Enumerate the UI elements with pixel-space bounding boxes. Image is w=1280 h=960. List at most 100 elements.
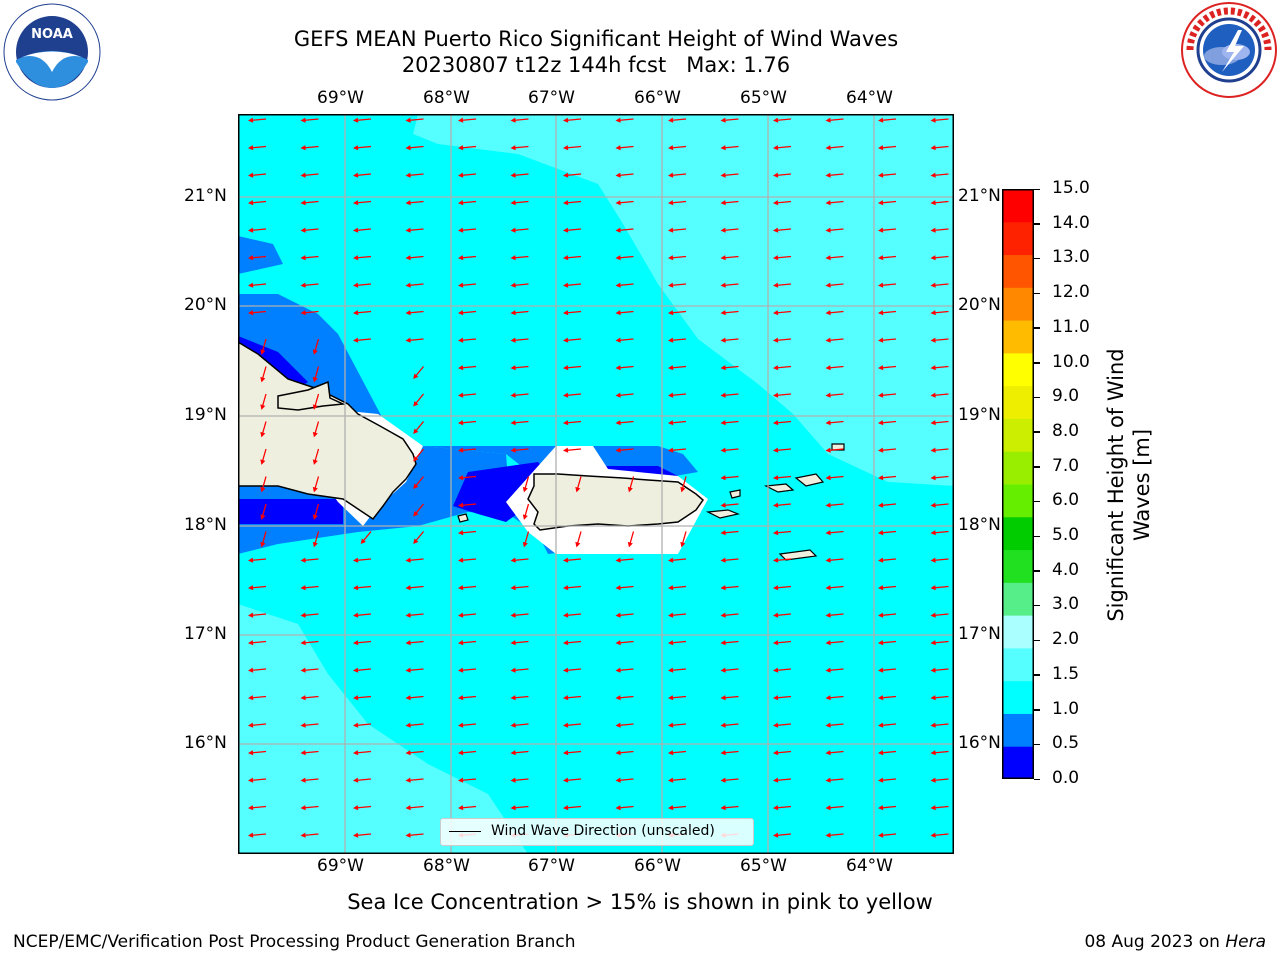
wave-arrow — [680, 531, 687, 548]
wave-arrow — [458, 200, 477, 206]
wave-arrow — [825, 585, 844, 591]
wave-arrow — [458, 117, 477, 123]
wave-arrow — [825, 447, 844, 453]
wave-arrow — [248, 612, 267, 618]
wave-arrow — [878, 200, 897, 206]
wave-arrow — [720, 392, 739, 398]
wave-arrow — [405, 255, 424, 261]
wave-arrow — [773, 777, 792, 783]
wave-arrow — [563, 640, 582, 646]
wave-arrow — [720, 337, 739, 343]
wave-arrow — [773, 750, 792, 756]
wave-arrow — [930, 255, 949, 261]
wave-arrow — [825, 475, 844, 481]
colorbar-tick-mark — [1034, 327, 1040, 329]
colorbar-tick-mark — [1034, 743, 1040, 746]
wave-arrow — [510, 310, 529, 316]
wave-arrow — [773, 392, 792, 398]
wave-arrow — [878, 310, 897, 316]
wave-arrow — [405, 777, 424, 783]
wave-arrow — [720, 227, 739, 233]
wave-arrow — [878, 447, 897, 453]
wave-arrow — [720, 310, 739, 316]
wave-arrow — [878, 557, 897, 563]
wave-arrow — [627, 476, 635, 493]
colorbar-tick-label: 14.0 — [1052, 212, 1090, 233]
wave-arrow — [930, 172, 949, 178]
land-vieques — [705, 509, 741, 519]
wave-arrow — [353, 805, 372, 811]
wave-arrow — [615, 420, 634, 426]
wave-arrow — [510, 337, 529, 343]
wave-arrow — [878, 255, 897, 261]
wave-arrow — [615, 585, 634, 591]
wave-arrow — [720, 117, 739, 123]
wave-arrow — [878, 420, 897, 426]
wave-arrow — [563, 420, 582, 426]
wave-arrow — [930, 640, 949, 646]
colorbar-tick-label: 1.5 — [1052, 663, 1080, 684]
wave-arrow — [615, 722, 634, 728]
wave-arrow — [510, 722, 529, 728]
wave-arrow — [720, 255, 739, 261]
wave-arrow — [773, 502, 792, 508]
wave-arrow — [668, 420, 687, 426]
wave-arrow — [405, 585, 424, 591]
colorbar-tick-label: 15.0 — [1052, 178, 1090, 198]
colorbar-tick-mark — [1034, 466, 1040, 468]
sea-ice-note: Sea Ice Concentration > 15% is shown in … — [347, 890, 933, 914]
wave-arrow — [413, 503, 425, 517]
colorbar-tick-label: 11.0 — [1052, 316, 1090, 337]
wave-arrow — [930, 502, 949, 508]
wave-arrow — [458, 502, 477, 508]
wave-arrow — [248, 145, 267, 151]
wave-arrow — [720, 172, 739, 178]
wave-arrow — [510, 172, 529, 178]
wave-arrow — [720, 750, 739, 756]
wave-arrow — [825, 392, 844, 398]
wave-arrow — [615, 172, 634, 178]
lon-tick-label: 64°W — [846, 856, 893, 876]
wave-arrow — [458, 640, 477, 646]
wave-arrow — [773, 255, 792, 261]
wave-arrow — [615, 227, 634, 233]
lat-tick-label: 17°N — [958, 624, 1001, 644]
wave-arrow — [825, 282, 844, 288]
wave-arrow — [680, 476, 687, 493]
lat-tick-label: 19°N — [958, 405, 1001, 425]
contour-light-cyan-ne — [413, 114, 954, 486]
wave-arrow — [353, 722, 372, 728]
wave-arrow — [300, 557, 319, 563]
wave-arrow — [825, 530, 844, 536]
colorbar-tick-label: 6.0 — [1052, 490, 1080, 511]
lon-tick-label: 67°W — [528, 88, 575, 108]
wave-arrow — [405, 227, 424, 233]
wave-arrow — [825, 695, 844, 701]
svg-text:NOAA: NOAA — [31, 27, 73, 42]
wave-arrow — [878, 777, 897, 783]
land-bvi — [794, 473, 825, 487]
wave-arrow — [825, 200, 844, 206]
wave-arrow — [615, 337, 634, 343]
wave-arrow — [300, 722, 319, 728]
lat-tick-label: 20°N — [184, 295, 227, 315]
wave-arrow — [825, 310, 844, 316]
colorbar-tick-mark — [1034, 188, 1040, 190]
wave-arrow — [825, 227, 844, 233]
wave-arrow — [668, 640, 687, 646]
wave-arrow — [510, 420, 529, 426]
wave-arrow — [260, 476, 267, 493]
wave-arrow — [930, 722, 949, 728]
wave-arrow — [563, 200, 582, 206]
wave-arrow — [930, 557, 949, 563]
wave-arrow — [413, 448, 425, 462]
wave-arrow — [248, 227, 267, 233]
wave-arrow — [248, 640, 267, 646]
wave-arrow — [405, 640, 424, 646]
wave-arrow — [563, 392, 582, 398]
colorbar-title-line-1: Significant Height of Wind — [1104, 348, 1128, 622]
wave-arrow — [458, 337, 477, 343]
wave-arrow — [510, 640, 529, 646]
colorbar-tick-mark — [1034, 674, 1040, 676]
wave-arrow — [773, 227, 792, 233]
